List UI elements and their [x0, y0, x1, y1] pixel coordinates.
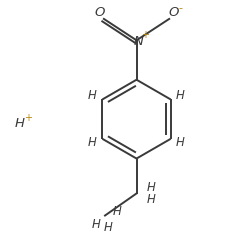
Text: H: H: [175, 136, 184, 149]
Text: H: H: [112, 204, 121, 218]
Text: -: -: [178, 3, 182, 13]
Text: H: H: [14, 117, 24, 130]
Text: O: O: [167, 6, 178, 19]
Text: N: N: [133, 35, 143, 48]
Text: H: H: [175, 89, 184, 102]
Text: H: H: [146, 193, 155, 206]
Text: H: H: [88, 89, 96, 102]
Text: H: H: [88, 136, 96, 149]
Text: O: O: [94, 6, 105, 19]
Text: H: H: [146, 181, 155, 194]
Text: H: H: [104, 221, 112, 234]
Text: H: H: [91, 218, 100, 231]
Text: +: +: [24, 113, 32, 123]
Text: +: +: [141, 30, 148, 40]
